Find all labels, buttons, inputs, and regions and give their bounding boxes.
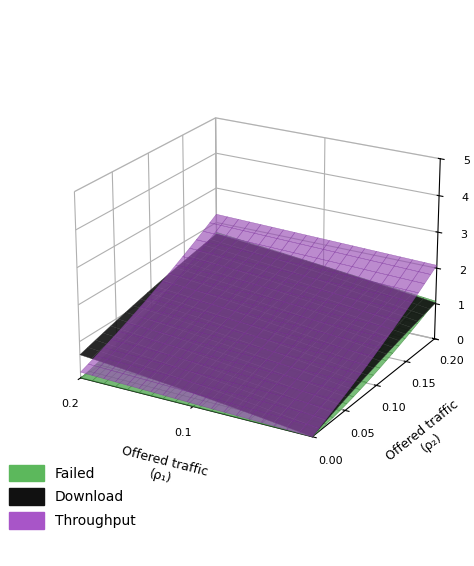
Legend: Failed, Download, Throughput: Failed, Download, Throughput: [9, 465, 136, 529]
X-axis label: Offered traffic
(ρ₁): Offered traffic (ρ₁): [116, 444, 209, 494]
Y-axis label: Offered traffic
(ρ₂): Offered traffic (ρ₂): [383, 398, 470, 475]
